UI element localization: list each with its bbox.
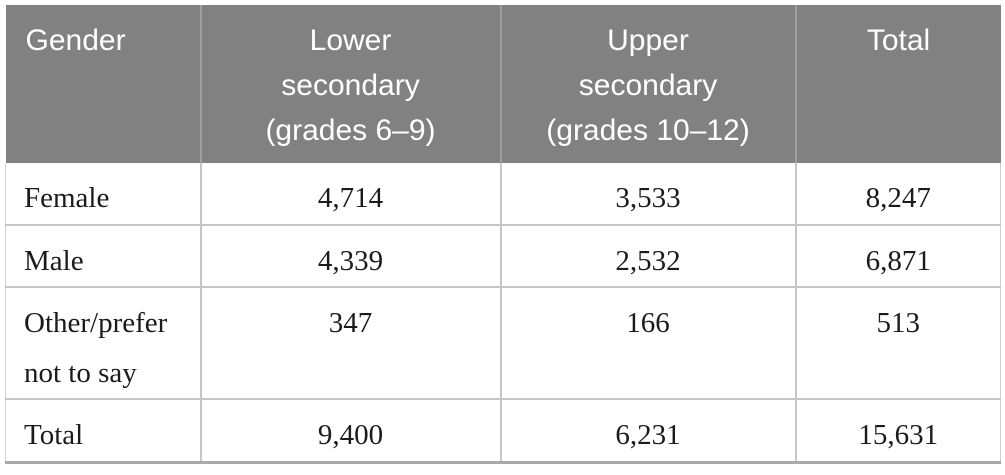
column-header-upper-secondary: Upper secondary (grades 10–12) (499, 5, 796, 163)
cell-row-total: 15,631 (794, 399, 1001, 464)
cell-row-total: 6,871 (794, 225, 1001, 288)
cell-upper-secondary: 3,533 (499, 163, 796, 226)
gender-distribution-table: Gender Lower secondary (grades 6–9) Uppe… (5, 5, 1001, 464)
table-row-male: Male 4,339 2,532 6,871 (5, 225, 1001, 288)
header-row: Gender Lower secondary (grades 6–9) Uppe… (5, 5, 1001, 163)
cell-row-total: 8,247 (794, 163, 1001, 226)
table-body: Female 4,714 3,533 8,247 Male 4,339 2,53… (5, 163, 1001, 464)
cell-upper-secondary: 2,532 (499, 225, 796, 288)
row-label: Total (5, 399, 201, 464)
row-label: Female (5, 163, 201, 226)
table-row-total: Total 9,400 6,231 15,631 (5, 399, 1001, 464)
cell-lower-secondary: 347 (199, 287, 501, 400)
column-header-gender: Gender (5, 5, 201, 163)
table-header: Gender Lower secondary (grades 6–9) Uppe… (5, 5, 1001, 163)
column-header-lower-secondary: Lower secondary (grades 6–9) (199, 5, 501, 163)
cell-lower-secondary: 4,339 (199, 225, 501, 288)
row-label: Other/prefer not to say (5, 287, 201, 400)
row-label: Male (5, 225, 201, 288)
cell-upper-secondary: 166 (499, 287, 796, 400)
cell-upper-secondary: 6,231 (499, 399, 796, 464)
cell-lower-secondary: 9,400 (199, 399, 501, 464)
column-header-total: Total (794, 5, 1001, 163)
cell-lower-secondary: 4,714 (199, 163, 501, 226)
cell-row-total: 513 (794, 287, 1001, 400)
table-row-other-prefer-not-to-say: Other/prefer not to say 347 166 513 (5, 287, 1001, 400)
table-row-female: Female 4,714 3,533 8,247 (5, 163, 1001, 226)
